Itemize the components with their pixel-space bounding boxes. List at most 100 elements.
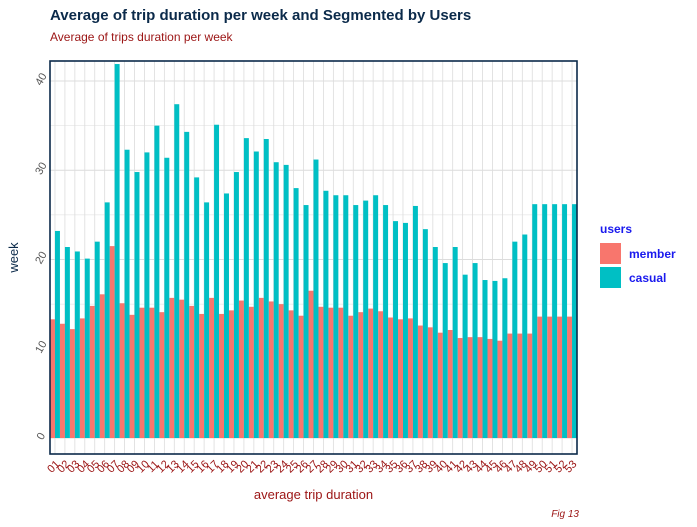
bar-casual-13 — [174, 104, 180, 438]
bar-casual-45 — [492, 280, 498, 438]
bar-member-20 — [238, 300, 244, 438]
panel-border — [49, 60, 578, 455]
bar-member-38 — [417, 325, 423, 438]
bar-casual-52 — [562, 204, 568, 438]
bar-member-10 — [139, 307, 145, 438]
bar-casual-17 — [214, 124, 220, 439]
bar-member-45 — [487, 338, 493, 438]
bar-casual-24 — [283, 164, 289, 438]
bar-casual-34 — [383, 205, 389, 438]
bar-casual-21 — [253, 151, 259, 438]
bar-casual-42 — [462, 274, 468, 438]
bar-casual-47 — [512, 241, 518, 438]
bar-casual-11 — [154, 125, 160, 438]
bar-member-36 — [398, 319, 403, 438]
figure-caption: Fig 13 — [551, 509, 579, 520]
y-tick-label: 40 — [33, 71, 50, 88]
bar-member-33 — [368, 308, 374, 438]
bar-member-15 — [189, 305, 195, 438]
bar-member-11 — [149, 307, 155, 438]
bar-casual-40 — [442, 263, 448, 438]
bar-casual-50 — [542, 204, 548, 438]
bar-member-16 — [199, 313, 205, 438]
bar-casual-32 — [363, 200, 369, 438]
bar-member-17 — [209, 297, 215, 438]
bar-member-34 — [378, 311, 384, 438]
bar-member-47 — [507, 333, 513, 438]
bar-casual-39 — [432, 247, 438, 438]
bar-casual-30 — [343, 195, 349, 438]
bar-casual-49 — [532, 204, 538, 438]
bar-casual-04 — [84, 258, 90, 438]
y-tick-label: 20 — [33, 250, 50, 267]
bar-casual-28 — [323, 190, 329, 438]
bar-casual-01 — [54, 230, 60, 438]
bar-member-43 — [467, 337, 473, 438]
bar-member-28 — [318, 306, 324, 438]
bar-member-21 — [248, 306, 254, 438]
bar-member-04 — [79, 318, 85, 438]
bar-member-30 — [338, 307, 344, 438]
bar-member-46 — [497, 340, 503, 438]
bar-member-07 — [109, 246, 115, 438]
bar-member-53 — [567, 316, 573, 438]
bar-casual-51 — [552, 204, 558, 438]
bar-member-49 — [527, 333, 533, 438]
legend-label-member: member — [629, 246, 676, 261]
bar-casual-37 — [412, 205, 418, 438]
bar-casual-22 — [263, 139, 269, 438]
bar-casual-08 — [124, 149, 130, 438]
y-tick-label: 10 — [33, 339, 50, 356]
bar-member-41 — [447, 330, 453, 438]
legend-title: users — [600, 222, 633, 236]
bar-casual-07 — [114, 64, 120, 438]
bar-casual-03 — [74, 251, 80, 438]
bar-casual-26 — [303, 205, 309, 438]
bar-casual-35 — [393, 221, 399, 438]
bar-casual-43 — [472, 263, 478, 438]
bar-member-08 — [119, 303, 125, 438]
x-tick-label: 53 — [562, 458, 579, 475]
legend-label-casual: casual — [629, 270, 667, 285]
bar-member-52 — [557, 316, 563, 438]
bar-member-51 — [547, 316, 553, 438]
bar-member-27 — [308, 290, 314, 438]
bar-member-14 — [179, 299, 185, 438]
bar-member-05 — [89, 305, 95, 438]
chart-title: Average of trip duration per week and Se… — [50, 7, 472, 24]
bar-casual-06 — [104, 202, 110, 438]
bar-casual-16 — [204, 202, 210, 438]
bar-member-06 — [99, 294, 105, 438]
y-tick-label: 30 — [33, 160, 50, 177]
chart-subtitle: Average of trips duration per week — [50, 30, 233, 44]
bar-casual-19 — [233, 172, 239, 438]
bar-member-35 — [388, 317, 394, 438]
bar-casual-09 — [134, 172, 140, 438]
bar-casual-10 — [144, 152, 150, 438]
bar-casual-36 — [402, 222, 408, 438]
bar-member-48 — [517, 333, 523, 438]
bar-member-23 — [268, 301, 274, 438]
legend-swatch-casual — [600, 267, 621, 288]
bar-member-12 — [159, 312, 165, 438]
bar-casual-15 — [194, 177, 200, 438]
y-axis-label: week — [6, 242, 21, 274]
bar-member-50 — [537, 316, 543, 438]
bar-member-26 — [298, 315, 304, 438]
bar-member-29 — [328, 307, 334, 438]
legend-item-member: member — [600, 242, 676, 265]
bar-member-37 — [407, 318, 413, 438]
bar-member-09 — [129, 314, 135, 438]
legend: users member casual — [600, 222, 676, 290]
bar-casual-48 — [522, 234, 528, 438]
bar-member-01 — [50, 319, 55, 438]
bar-member-18 — [219, 313, 225, 438]
bar-casual-14 — [184, 131, 190, 438]
bar-casual-25 — [293, 188, 299, 438]
bar-member-44 — [477, 337, 483, 438]
bar-member-03 — [69, 329, 75, 438]
bar-casual-38 — [422, 229, 428, 438]
bar-casual-53 — [572, 204, 577, 438]
bar-casual-31 — [353, 205, 359, 438]
bar-casual-18 — [224, 193, 229, 438]
